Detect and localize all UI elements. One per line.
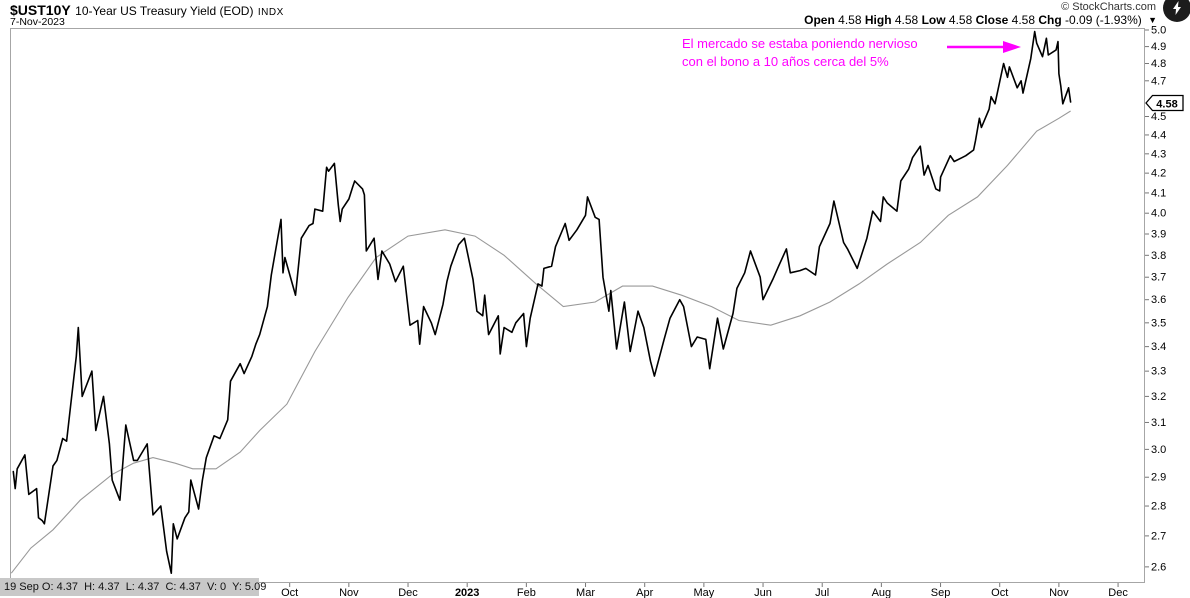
x-tick-label: Nov xyxy=(1049,587,1069,598)
close-label: Close xyxy=(975,13,1009,27)
y-tick-label: 3.2 xyxy=(1151,391,1166,403)
y-tick-label: 2.9 xyxy=(1151,472,1166,484)
y-tick-label: 3.5 xyxy=(1151,317,1166,329)
open-value: 4.58 xyxy=(838,13,862,27)
x-tick-label: Jun xyxy=(754,587,772,598)
x-tick-label: Dec xyxy=(398,587,418,598)
symbol: $UST10Y xyxy=(10,2,71,18)
x-tick-label: 2023 xyxy=(455,587,479,598)
low-value: 4.58 xyxy=(948,13,973,27)
bolt-icon xyxy=(1173,1,1181,15)
last-price-tag: 4.58 xyxy=(1145,94,1184,112)
y-tick-label: 4.1 xyxy=(1151,187,1166,199)
y-tick-label: 2.7 xyxy=(1151,530,1166,542)
y-tick-label: 3.8 xyxy=(1151,250,1166,262)
annotation-line-1: El mercado se estaba poniendo nervioso xyxy=(682,36,918,51)
y-tick-label: 4.9 xyxy=(1151,41,1166,53)
annotation-arrow-head xyxy=(1003,41,1021,53)
chart-header: $UST10Y 10-Year US Treasury Yield (EOD) … xyxy=(10,2,284,20)
y-tick-label: 3.6 xyxy=(1151,294,1166,306)
y-tick-label: 4.7 xyxy=(1151,75,1166,87)
chg-label: Chg xyxy=(1038,13,1062,27)
y-tick-label: 3.7 xyxy=(1151,272,1166,284)
y-tick-label: 2.8 xyxy=(1151,501,1166,513)
x-tick-label: Nov xyxy=(339,587,359,598)
y-tick-label: 4.8 xyxy=(1151,58,1166,70)
price-tag-shape xyxy=(1145,94,1184,112)
y-tick-label: 4.4 xyxy=(1151,129,1166,141)
open-label: Open xyxy=(804,13,835,27)
x-tick-label: Oct xyxy=(991,587,1008,598)
y-tick-label: 4.3 xyxy=(1151,148,1166,160)
annotation-line-2: con el bono a 10 años cerca del 5% xyxy=(682,54,889,69)
low-label: Low xyxy=(921,13,946,27)
high-label: High xyxy=(864,13,892,27)
ohlc-readout: Open 4.58 High 4.58 Low 4.58 Close 4.58 … xyxy=(804,13,1157,27)
y-tick-label: 5.0 xyxy=(1151,25,1166,37)
plot-area xyxy=(10,28,1145,583)
y-tick-label: 3.3 xyxy=(1151,366,1166,378)
moving-average-line xyxy=(10,110,1071,574)
y-tick-label: 4.2 xyxy=(1151,168,1166,180)
x-tick-label: Mar xyxy=(576,587,595,598)
y-tick-label: 3.0 xyxy=(1151,444,1166,456)
y-tick-label: 3.4 xyxy=(1151,341,1166,353)
y-tick-label: 3.9 xyxy=(1151,228,1166,240)
x-tick-label: Aug xyxy=(872,587,892,598)
x-tick-label: Apr xyxy=(636,587,653,598)
stockcharts-menu-button[interactable] xyxy=(1163,0,1190,22)
x-tick-label: Dec xyxy=(1108,587,1128,598)
close-value: 4.58 xyxy=(1011,13,1036,27)
y-tick-label: 2.6 xyxy=(1151,561,1166,573)
price-tag-label: 4.58 xyxy=(1156,99,1177,111)
x-tick-label: Feb xyxy=(517,587,536,598)
x-tick-label: Oct xyxy=(281,587,298,598)
exchange-label: INDX xyxy=(257,7,284,18)
chevron-down-icon[interactable]: ▼ xyxy=(1148,15,1157,25)
y-tick-label: 4.5 xyxy=(1151,111,1166,123)
chart-date: 7-Nov-2023 xyxy=(10,16,65,28)
chart-title: 10-Year US Treasury Yield (EOD) xyxy=(75,4,254,18)
chg-value: -0.09 (-1.93%) xyxy=(1065,13,1142,27)
crosshair-readout-bar: 19 Sep O: 4.37 H: 4.37 L: 4.37 C: 4.37 V… xyxy=(0,578,266,596)
x-tick-label: Sep xyxy=(931,587,951,598)
price-line xyxy=(12,30,1072,575)
axes: 5.0 4.9 4.8 4.7 4.5 4.4 4.3 4.2 4.1 4.0 3.9 3.8 3.7 3… xyxy=(281,25,1166,598)
stockcharts-credit: © StockCharts.com xyxy=(1061,1,1156,13)
x-tick-label: May xyxy=(693,587,714,598)
high-value: 4.58 xyxy=(894,13,919,27)
annotation-note: El mercado se estaba poniendo nervioso c… xyxy=(682,35,918,71)
y-tick-label: 3.1 xyxy=(1151,417,1166,429)
x-tick-label: Jul xyxy=(815,587,829,598)
y-tick-label: 4.0 xyxy=(1151,208,1166,220)
